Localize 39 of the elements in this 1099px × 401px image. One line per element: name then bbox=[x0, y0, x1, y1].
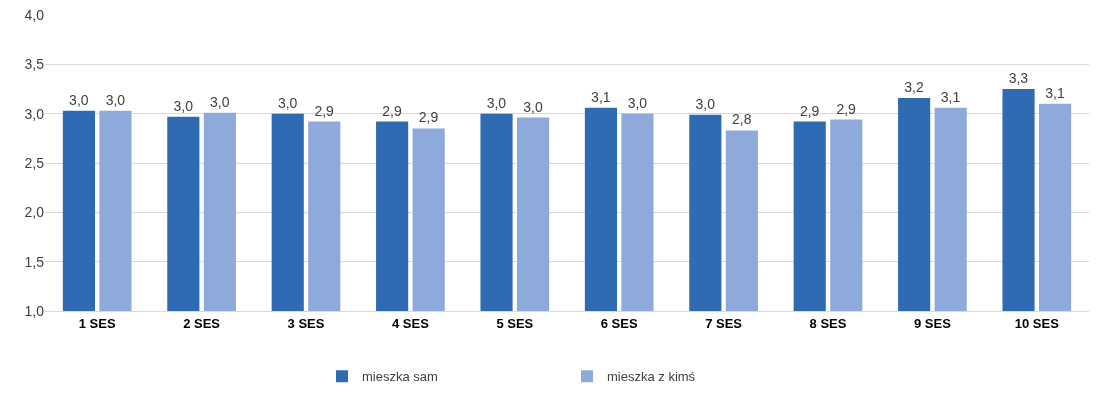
data-label: 3,0 bbox=[210, 93, 230, 110]
data-label: 3,0 bbox=[105, 91, 126, 108]
data-label: 2,9 bbox=[799, 102, 820, 119]
data-label: 3,0 bbox=[695, 95, 716, 112]
data-label: 3,0 bbox=[69, 91, 89, 108]
legend-label: mieszka sam bbox=[362, 369, 438, 385]
data-label: 2,9 bbox=[382, 102, 402, 119]
x-tick-label: 5 SES bbox=[496, 315, 534, 331]
x-tick-label: 2 SES bbox=[183, 315, 221, 331]
y-tick-label: 2,0 bbox=[24, 204, 45, 221]
data-label: 3,0 bbox=[173, 97, 194, 114]
y-tick-label: 3,5 bbox=[24, 56, 45, 73]
data-label: 2,9 bbox=[418, 109, 439, 126]
x-tick-label: 1 SES bbox=[78, 315, 116, 331]
data-label: 3,0 bbox=[523, 98, 543, 115]
y-tick-label: 2,5 bbox=[24, 154, 45, 171]
x-tick-label: 7 SES bbox=[705, 315, 743, 331]
data-label: 3,0 bbox=[277, 94, 298, 111]
x-tick-label: 9 SES bbox=[913, 315, 952, 331]
data-label: 3,3 bbox=[1008, 70, 1029, 86]
y-tick-label: 4,0 bbox=[24, 6, 45, 23]
x-tick-label: 3 SES bbox=[287, 315, 325, 331]
x-tick-label: 4 SES bbox=[391, 315, 430, 331]
data-label: 2,9 bbox=[314, 102, 335, 119]
data-label: 3,0 bbox=[627, 94, 648, 111]
data-label: 2,9 bbox=[836, 100, 857, 117]
y-tick-label: 1,5 bbox=[24, 253, 45, 270]
data-label: 3,1 bbox=[940, 88, 961, 105]
x-tick-label: 10 SES bbox=[1014, 315, 1060, 331]
y-tick-label: 3,0 bbox=[24, 105, 45, 122]
data-label: 3,1 bbox=[1045, 84, 1065, 101]
x-tick-label: 8 SES bbox=[809, 315, 847, 331]
data-label: 3,0 bbox=[486, 94, 507, 111]
data-label: 3,1 bbox=[591, 88, 611, 105]
data-label: 3,2 bbox=[904, 78, 924, 95]
legend-label: mieszka z kimś bbox=[607, 369, 696, 385]
data-label: 2,8 bbox=[732, 111, 752, 128]
x-tick-label: 6 SES bbox=[600, 315, 638, 331]
y-tick-label: 1,0 bbox=[24, 302, 45, 319]
